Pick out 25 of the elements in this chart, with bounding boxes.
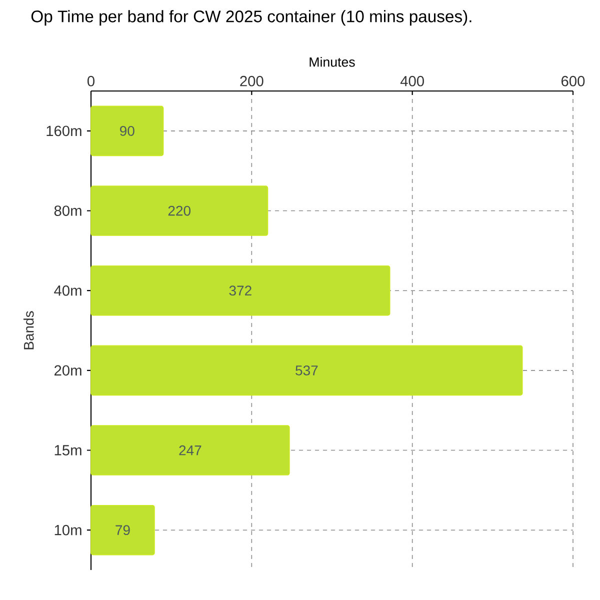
data-label: 537 [296,365,318,376]
y-tick-label: 40m [54,285,82,296]
x-tick-label: 200 [240,76,264,86]
data-label: 247 [179,445,202,456]
data-label: 372 [229,286,252,296]
bar [90,186,268,236]
y-tick-label: 80m [54,206,82,216]
bar [90,504,155,556]
x-tick-label: 0 [87,76,94,86]
y-tick-label: 10m [54,524,82,536]
bar [90,265,390,316]
bar [90,425,290,476]
data-label: 220 [168,206,190,216]
x-axis-title: Minutes [310,56,355,67]
data-label: 90 [120,126,134,136]
data-label: 79 [116,525,130,536]
y-tick-label: 15m [54,445,82,456]
bar [90,106,164,156]
x-tick-label: 600 [562,76,585,86]
y-axis-title: Bands [24,311,34,350]
y-tick-label: 20m [54,365,82,376]
x-tick-label: 400 [400,76,424,86]
chart-title: Op Time per band for CW 2025 container (10 mins pauses). [31,10,472,26]
bar [90,345,523,396]
y-tick-label: 160m [46,126,82,136]
